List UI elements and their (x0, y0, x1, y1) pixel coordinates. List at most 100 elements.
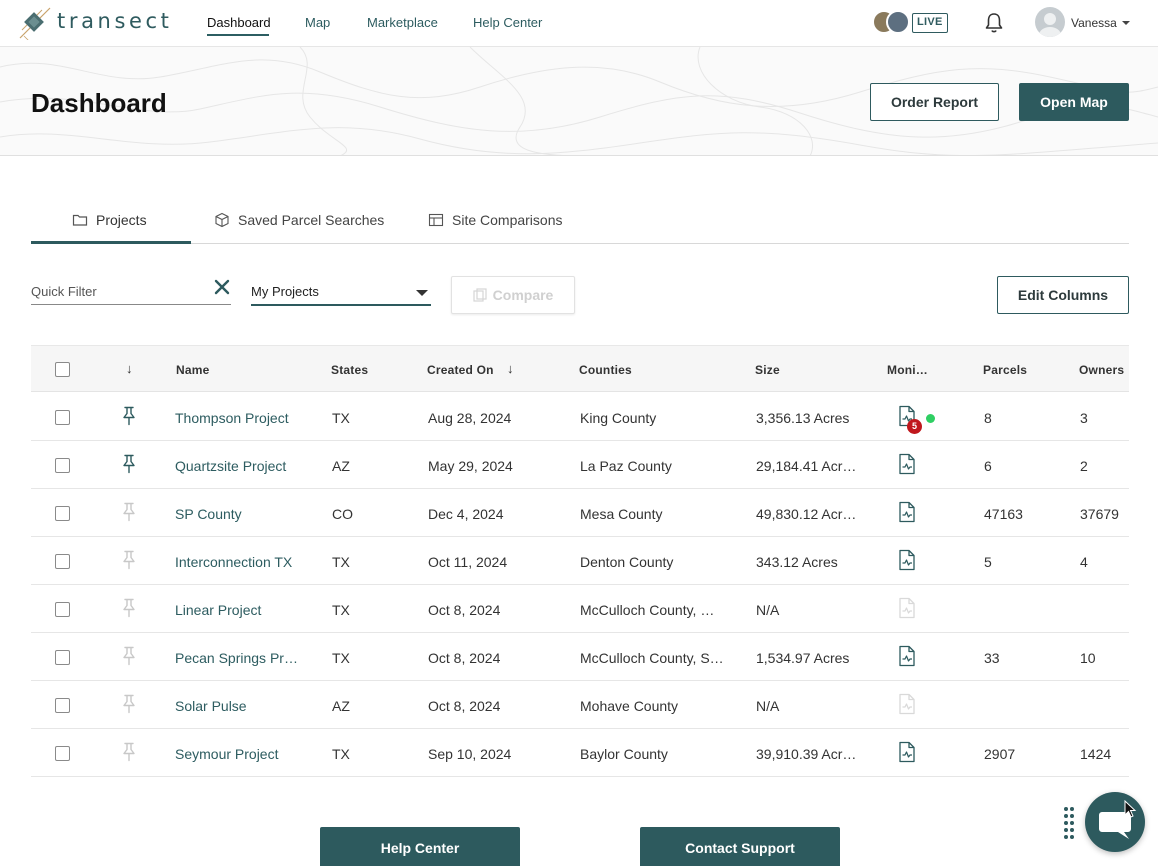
row-checkbox[interactable] (55, 650, 70, 665)
row-checkbox[interactable] (55, 554, 70, 569)
cell-county: Mohave County (580, 698, 679, 714)
cell-size: 29,184.41 Acr… (756, 458, 857, 474)
nav-map[interactable]: Map (305, 15, 331, 30)
col-owners[interactable]: Owners (1079, 363, 1125, 377)
nav-active-underline (207, 34, 269, 36)
row-checkbox[interactable] (55, 698, 70, 713)
col-monitoring[interactable]: Moni… (887, 363, 928, 377)
cell-created-on: Oct 8, 2024 (428, 602, 501, 618)
pin-sort-icon[interactable]: ↓ (126, 361, 133, 376)
select-all-checkbox[interactable] (55, 362, 70, 377)
quick-filter-input[interactable] (31, 277, 201, 305)
table-icon (428, 213, 444, 227)
document-chart-icon[interactable] (897, 645, 917, 667)
cell-created-on: Dec 4, 2024 (428, 506, 504, 522)
col-parcels[interactable]: Parcels (983, 363, 1028, 377)
row-checkbox[interactable] (55, 410, 70, 425)
document-chart-icon[interactable] (897, 453, 917, 475)
project-name-link[interactable]: Seymour Project (175, 746, 279, 762)
cell-size: 39,910.39 Acr… (756, 746, 857, 762)
project-name-link[interactable]: Solar Pulse (175, 698, 247, 714)
cell-county: King County (580, 410, 657, 426)
open-map-button[interactable]: Open Map (1019, 83, 1129, 121)
user-name[interactable]: Vanessa (1071, 16, 1117, 30)
pin-icon[interactable] (120, 502, 138, 522)
document-chart-icon[interactable] (897, 549, 917, 571)
table-row[interactable]: Seymour Project TX Sep 10, 2024 Baylor Coun… (31, 729, 1129, 777)
cell-county: McCulloch County, … (580, 602, 715, 618)
help-center-button[interactable]: Help Center (320, 827, 520, 866)
cell-county: Baylor County (580, 746, 668, 762)
document-chart-icon[interactable] (897, 741, 917, 763)
project-name-link[interactable]: Linear Project (175, 602, 262, 618)
cell-county: Denton County (580, 554, 674, 570)
col-created-on[interactable]: Created On (427, 363, 494, 377)
table-row[interactable]: Thompson Project TX Aug 28, 2024 King Count… (31, 393, 1129, 441)
pin-icon[interactable] (120, 454, 138, 474)
cell-owners: 10 (1080, 650, 1096, 666)
table-row[interactable]: Interconnection TX TX Oct 11, 2024 Denton C… (31, 537, 1129, 585)
pin-icon[interactable] (120, 550, 138, 570)
mouse-cursor-icon (1124, 800, 1137, 818)
sort-desc-icon[interactable]: ↓ (507, 361, 514, 376)
cell-owners: 3 (1080, 410, 1088, 426)
project-name-link[interactable]: Thompson Project (175, 410, 289, 426)
grip-icon[interactable] (1063, 806, 1075, 840)
close-icon[interactable] (212, 277, 232, 297)
cell-size: 1,534.97 Acres (756, 650, 850, 666)
chevron-down-icon[interactable] (1122, 21, 1130, 25)
cell-created-on: May 29, 2024 (428, 458, 513, 474)
pin-icon[interactable] (120, 742, 138, 762)
chat-launcher[interactable] (1085, 792, 1145, 852)
tab-label: Projects (96, 212, 147, 228)
compare-button[interactable]: Compare (451, 276, 575, 314)
pin-icon[interactable] (120, 406, 138, 426)
cell-size: 49,830.12 Acr… (756, 506, 857, 522)
project-name-link[interactable]: Quartzsite Project (175, 458, 287, 474)
cell-created-on: Oct 8, 2024 (428, 650, 501, 666)
contact-support-button[interactable]: Contact Support (640, 827, 840, 866)
col-counties[interactable]: Counties (579, 363, 632, 377)
bell-icon[interactable] (984, 12, 1004, 34)
page-title: Dashboard (31, 88, 167, 118)
table-row[interactable]: SP County CO Dec 4, 2024 Mesa County 49,830.… (31, 489, 1129, 537)
user-silhouette-icon (1039, 13, 1061, 37)
live-presence[interactable]: LIVE (872, 10, 954, 36)
transect-logo[interactable] (18, 6, 52, 40)
col-size[interactable]: Size (755, 363, 780, 377)
nav-help-center[interactable]: Help Center (473, 15, 543, 30)
project-scope-select[interactable]: My Projects (251, 277, 431, 306)
pin-icon[interactable] (120, 646, 138, 666)
table-row[interactable]: Linear Project TX Oct 8, 2024 McCulloch Cou… (31, 585, 1129, 633)
user-avatar[interactable] (1035, 7, 1065, 37)
col-states[interactable]: States (331, 363, 369, 377)
pin-icon[interactable] (120, 598, 138, 618)
edit-columns-button[interactable]: Edit Columns (997, 276, 1129, 314)
pin-icon[interactable] (120, 694, 138, 714)
project-name-link[interactable]: Interconnection TX (175, 554, 293, 570)
cell-county: McCulloch County, S… (580, 650, 724, 666)
document-chart-icon[interactable] (897, 501, 917, 523)
cell-owners: 4 (1080, 554, 1088, 570)
row-checkbox[interactable] (55, 458, 70, 473)
nav-marketplace[interactable]: Marketplace (367, 15, 438, 30)
tab-saved-parcel-searches[interactable]: Saved Parcel Searches (214, 212, 384, 228)
table-row[interactable]: Quartzsite Project AZ May 29, 2024 La Paz C… (31, 441, 1129, 489)
copy-icon (473, 288, 487, 302)
col-name[interactable]: Name (176, 363, 210, 377)
row-checkbox[interactable] (55, 746, 70, 761)
nav-dashboard[interactable]: Dashboard (207, 15, 271, 30)
tab-site-comparisons[interactable]: Site Comparisons (428, 212, 563, 228)
brand-name[interactable]: transect (57, 9, 173, 33)
cell-county: Mesa County (580, 506, 663, 522)
cell-owners: 2 (1080, 458, 1088, 474)
project-name-link[interactable]: Pecan Springs Pr… (175, 650, 298, 666)
row-checkbox[interactable] (55, 506, 70, 521)
table-row[interactable]: Solar Pulse AZ Oct 8, 2024 Mohave County N/A (31, 681, 1129, 729)
cell-owners: 1424 (1080, 746, 1112, 762)
tab-projects[interactable]: Projects (72, 212, 147, 228)
project-name-link[interactable]: SP County (175, 506, 242, 522)
table-row[interactable]: Pecan Springs Pr… TX Oct 8, 2024 McCulloch … (31, 633, 1129, 681)
order-report-button[interactable]: Order Report (870, 83, 999, 121)
row-checkbox[interactable] (55, 602, 70, 617)
